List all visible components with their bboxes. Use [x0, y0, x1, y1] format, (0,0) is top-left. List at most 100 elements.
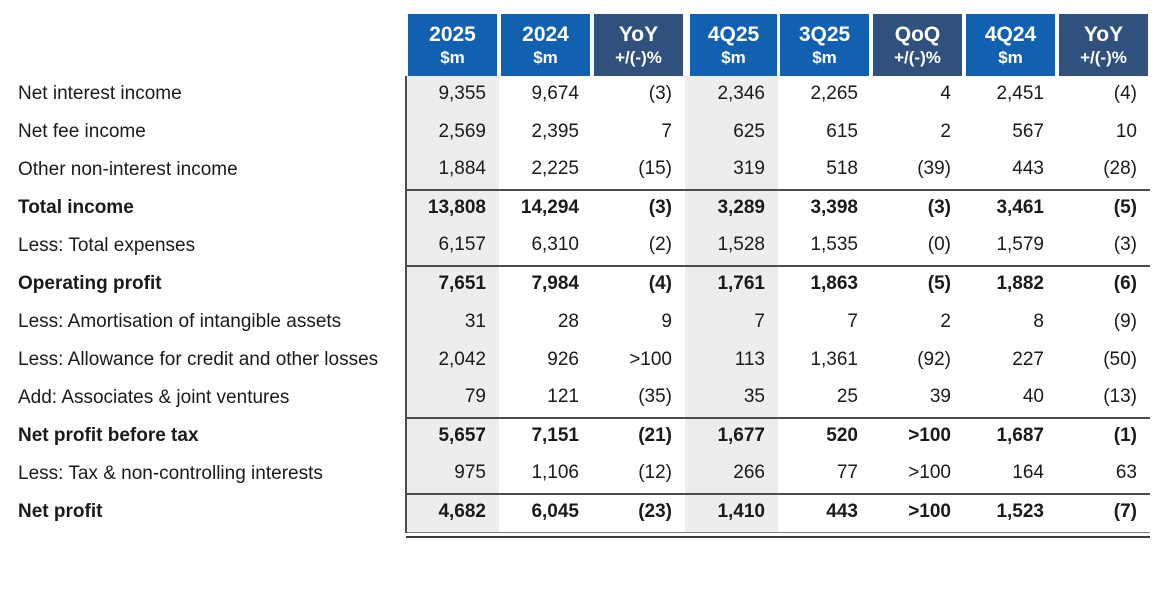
cell-net-fee-income-4q24-6: 567 — [1012, 121, 1044, 142]
table-body: Net interest income 9,355 9,674 (3) 2,346 2,… — [0, 76, 1150, 538]
cell-less-allowance-for-credit-and-other-losses-3q25-4: 1,361 — [810, 349, 858, 370]
column-header-yoy: YoY +/(-)% — [592, 14, 685, 76]
cell-add-associates-joint-ventures-3q25-4: 25 — [836, 386, 858, 407]
cell-less-amortisation-of-intangible-assets-yoy-7: (9) — [1113, 311, 1137, 332]
cell-operating-profit-2024-1: 7,984 — [499, 265, 592, 304]
cell-total-income-3q25-4: 3,398 — [778, 189, 871, 228]
cell-less-amortisation-of-intangible-assets-2025-0: 31 — [405, 304, 499, 342]
cell-add-associates-joint-ventures-2025-0: 79 — [405, 380, 499, 418]
cell-less-allowance-for-credit-and-other-losses-qoq-5: (92) — [917, 349, 951, 370]
cell-less-allowance-for-credit-and-other-losses-yoy-7: (50) — [1103, 349, 1137, 370]
column-header-box: 2025 $m — [408, 14, 497, 76]
cell-operating-profit-4q24-6: 1,882 — [964, 265, 1057, 304]
cell-less-total-expenses-3q25-4: 1,535 — [810, 234, 858, 255]
cell-less-amortisation-of-intangible-assets-yoy-2: 9 — [661, 311, 672, 332]
cell-net-profit-2024-1: 6,045 — [499, 493, 592, 532]
cell-net-fee-income-yoy-7: 10 — [1115, 121, 1137, 142]
cell-net-profit-before-tax-4q25-3: 1,677 — [685, 417, 778, 456]
column-header-4q24-m: 4Q24 $m — [964, 14, 1057, 76]
column-header-box: YoY +/(-)% — [594, 14, 683, 76]
cell-less-total-expenses-4q25-3: 1,528 — [685, 228, 778, 266]
cell-add-associates-joint-ventures-qoq-5: 39 — [929, 386, 951, 407]
cell-net-profit-before-tax-yoy-2: (21) — [592, 417, 685, 456]
row-less-amortisation-of-intangible-assets: Less: Amortisation of intangible assets … — [0, 304, 1150, 342]
cell-net-interest-income-2025-0: 9,355 — [405, 76, 499, 114]
cell-add-associates-joint-ventures-yoy-2: (35) — [638, 386, 672, 407]
cell-less-tax-non-controlling-interests-2025-0: 975 — [405, 456, 499, 494]
row-label: Net fee income — [18, 121, 146, 142]
cell-net-profit-yoy-7: (7) — [1057, 493, 1150, 532]
cell-other-non-interest-income-yoy-2: (15) — [638, 158, 672, 179]
column-header-box: 4Q24 $m — [966, 14, 1055, 76]
cell-net-profit-2025-0: 4,682 — [405, 493, 499, 532]
cell-operating-profit-2025-0: 7,651 — [405, 265, 499, 304]
cell-less-tax-non-controlling-interests-2024-1: 1,106 — [531, 462, 579, 483]
cell-less-tax-non-controlling-interests-4q24-6: 164 — [1012, 462, 1044, 483]
row-label-header-spacer — [0, 14, 406, 76]
cell-net-profit-4q25-3: 1,410 — [685, 493, 778, 532]
financial-results-page: 2025 $m 2024 $m YoY +/(-)% 4Q25 $m 3Q25 … — [0, 14, 1161, 538]
row-label: Net profit before tax — [18, 425, 199, 446]
cell-less-amortisation-of-intangible-assets-4q24-6: 8 — [1033, 311, 1044, 332]
cell-net-profit-3q25-4: 443 — [778, 493, 871, 532]
row-net-profit: Net profit 4,682 6,045 (23) 1,410 443 >100 1,5… — [0, 493, 1150, 532]
column-header-box: 3Q25 $m — [780, 14, 869, 76]
cell-operating-profit-qoq-5: (5) — [871, 265, 964, 304]
column-header-unit: $m — [721, 48, 746, 67]
cell-net-profit-before-tax-4q24-6: 1,687 — [964, 417, 1057, 456]
cell-less-tax-non-controlling-interests-yoy-2: (12) — [638, 462, 672, 483]
cell-less-allowance-for-credit-and-other-losses-4q25-3: 113 — [685, 342, 778, 380]
row-less-allowance-for-credit-and-other-losses: Less: Allowance for credit and other los… — [0, 342, 1150, 380]
column-header-unit: +/(-)% — [1080, 48, 1127, 67]
cell-operating-profit-yoy-7: (6) — [1057, 265, 1150, 304]
cell-less-allowance-for-credit-and-other-losses-yoy-2: >100 — [629, 349, 672, 370]
row-label: Total income — [18, 197, 134, 218]
column-header-period: YoY — [1083, 23, 1124, 46]
cell-less-tax-non-controlling-interests-yoy-7: 63 — [1115, 462, 1137, 483]
cell-net-fee-income-yoy-2: 7 — [661, 121, 672, 142]
cell-less-total-expenses-qoq-5: (0) — [927, 234, 951, 255]
cell-other-non-interest-income-3q25-4: 518 — [826, 158, 858, 179]
cell-less-total-expenses-yoy-2: (2) — [648, 234, 672, 255]
cell-less-tax-non-controlling-interests-4q25-3: 266 — [685, 456, 778, 494]
column-header-unit: +/(-)% — [894, 48, 941, 67]
cell-add-associates-joint-ventures-2024-1: 121 — [547, 386, 579, 407]
cell-less-tax-non-controlling-interests-3q25-4: 77 — [836, 462, 858, 483]
cell-add-associates-joint-ventures-4q24-6: 40 — [1022, 386, 1044, 407]
cell-total-income-yoy-2: (3) — [592, 189, 685, 228]
cell-other-non-interest-income-4q25-3: 319 — [685, 152, 778, 190]
row-other-non-interest-income: Other non-interest income 1,884 2,225 (15)… — [0, 152, 1150, 190]
column-header-period: QoQ — [894, 23, 941, 46]
column-header-box: 4Q25 $m — [690, 14, 777, 76]
cell-net-interest-income-yoy-7: (4) — [1113, 83, 1137, 104]
financial-results-table: 2025 $m 2024 $m YoY +/(-)% 4Q25 $m 3Q25 … — [0, 14, 1150, 538]
row-less-tax-non-controlling-interests: Less: Tax & non-controlling interests 97… — [0, 456, 1150, 494]
column-header-period: 4Q25 — [707, 23, 760, 46]
cell-net-profit-qoq-5: >100 — [871, 493, 964, 532]
column-header-4q25-m: 4Q25 $m — [685, 14, 778, 76]
column-header-2025-m: 2025 $m — [406, 14, 499, 76]
cell-add-associates-joint-ventures-4q25-3: 35 — [685, 380, 778, 418]
cell-other-non-interest-income-4q24-6: 443 — [1012, 158, 1044, 179]
cell-less-amortisation-of-intangible-assets-qoq-5: 2 — [940, 311, 951, 332]
cell-net-profit-before-tax-qoq-5: >100 — [871, 417, 964, 456]
column-header-2024-m: 2024 $m — [499, 14, 592, 76]
cell-net-fee-income-4q25-3: 625 — [685, 114, 778, 152]
column-header-unit: $m — [998, 48, 1023, 67]
cell-less-total-expenses-2024-1: 6,310 — [531, 234, 579, 255]
column-header-yoy: YoY +/(-)% — [1057, 14, 1150, 76]
cell-net-interest-income-qoq-5: 4 — [940, 83, 951, 104]
cell-operating-profit-yoy-2: (4) — [592, 265, 685, 304]
cell-net-interest-income-3q25-4: 2,265 — [810, 83, 858, 104]
cell-net-fee-income-2025-0: 2,569 — [405, 114, 499, 152]
cell-less-amortisation-of-intangible-assets-2024-1: 28 — [557, 311, 579, 332]
cell-net-fee-income-3q25-4: 615 — [826, 121, 858, 142]
cell-net-interest-income-4q25-3: 2,346 — [685, 76, 778, 114]
cell-total-income-2025-0: 13,808 — [405, 189, 499, 228]
table-header-row: 2025 $m 2024 $m YoY +/(-)% 4Q25 $m 3Q25 … — [0, 14, 1150, 76]
cell-other-non-interest-income-yoy-7: (28) — [1103, 158, 1137, 179]
cell-operating-profit-3q25-4: 1,863 — [778, 265, 871, 304]
row-label: Less: Allowance for credit and other los… — [18, 349, 379, 370]
row-label: Add: Associates & joint ventures — [18, 387, 290, 408]
cell-net-interest-income-4q24-6: 2,451 — [996, 83, 1044, 104]
